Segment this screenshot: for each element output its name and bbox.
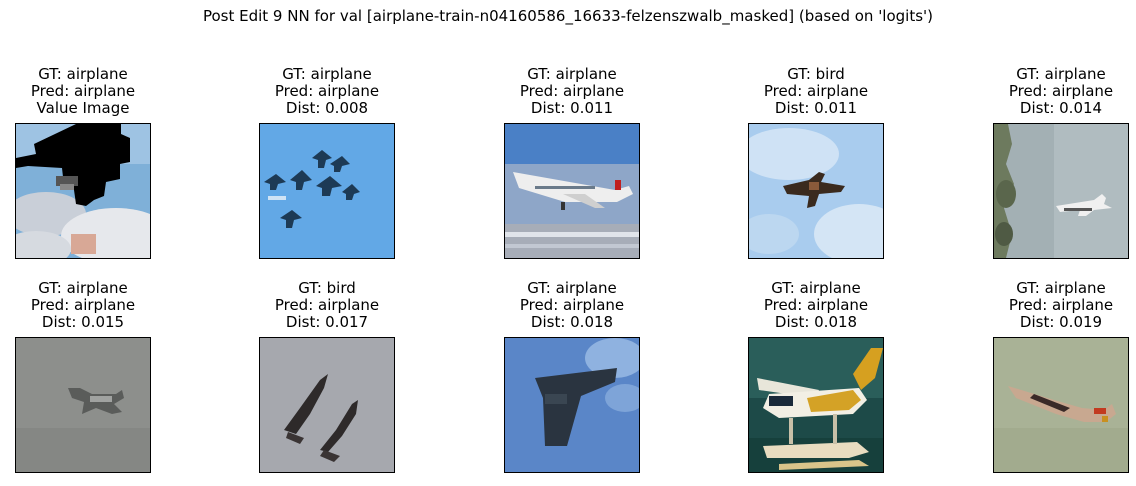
panel-gt-label: GT: airplane xyxy=(527,65,617,83)
panel-thumbnail xyxy=(259,337,395,473)
panel-thumbnail xyxy=(15,123,151,259)
panel-dist-label: Dist: 0.011 xyxy=(774,99,858,117)
panel-pred-label: Pred: airplane xyxy=(763,82,869,100)
panel-gt-label: GT: bird xyxy=(787,65,845,83)
panel-thumbnail xyxy=(993,123,1129,259)
panel-thumbnail xyxy=(504,123,640,259)
panel-thumbnail xyxy=(748,123,884,259)
panel-pred-label: Pred: airplane xyxy=(30,296,136,314)
panel-dist-label: Dist: 0.015 xyxy=(41,313,125,331)
panel-pred-label: Pred: airplane xyxy=(519,82,625,100)
panel-dist-label: Dist: 0.018 xyxy=(774,313,858,331)
panel-pred-label: Pred: airplane xyxy=(1008,82,1114,100)
figure-title: Post Edit 9 NN for val [airplane-train-n… xyxy=(202,7,934,25)
panel-gt-label: GT: bird xyxy=(298,279,356,297)
panel-gt-label: GT: airplane xyxy=(1016,65,1106,83)
panel-pred-label: Pred: airplane xyxy=(763,296,869,314)
panel-gt-label: GT: airplane xyxy=(282,65,372,83)
panel-dist-label: Dist: 0.018 xyxy=(530,313,614,331)
panel-pred-label: Pred: airplane xyxy=(274,82,380,100)
panel-pred-label: Pred: airplane xyxy=(1008,296,1114,314)
panel-dist-label: Value Image xyxy=(36,99,130,117)
panel-dist-label: Dist: 0.019 xyxy=(1019,313,1103,331)
panel-thumbnail xyxy=(993,337,1129,473)
panel-gt-label: GT: airplane xyxy=(38,279,128,297)
panel-thumbnail xyxy=(15,337,151,473)
panel-thumbnail xyxy=(748,337,884,473)
panel-pred-label: Pred: airplane xyxy=(519,296,625,314)
panel-pred-label: Pred: airplane xyxy=(30,82,136,100)
panel-pred-label: Pred: airplane xyxy=(274,296,380,314)
panel-gt-label: GT: airplane xyxy=(1016,279,1106,297)
panel-gt-label: GT: airplane xyxy=(527,279,617,297)
panel-gt-label: GT: airplane xyxy=(38,65,128,83)
panel-dist-label: Dist: 0.014 xyxy=(1019,99,1103,117)
panel-thumbnail xyxy=(504,337,640,473)
panel-dist-label: Dist: 0.011 xyxy=(530,99,614,117)
panel-dist-label: Dist: 0.008 xyxy=(285,99,369,117)
panel-dist-label: Dist: 0.017 xyxy=(285,313,369,331)
panel-gt-label: GT: airplane xyxy=(771,279,861,297)
panel-thumbnail xyxy=(259,123,395,259)
